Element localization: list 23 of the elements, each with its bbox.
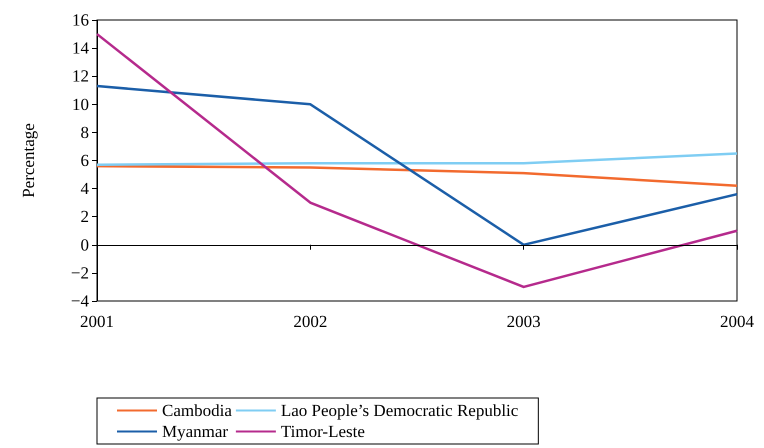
y-tick-label: 14 [72,38,90,58]
y-tick-label: −4 [70,292,90,310]
line-series [96,32,738,288]
y-tick-label: 0 [80,235,89,254]
line-series [96,84,738,246]
legend-label: Cambodia [162,401,232,420]
line-series [96,164,738,188]
y-axis-title: Percentage [19,123,38,198]
y-tick-label: 12 [72,66,89,86]
legend-label: Myanmar [162,422,228,441]
y-tick-label: 8 [80,122,89,142]
y-tick-label: 10 [72,94,89,114]
y-tick-label: 6 [80,151,89,170]
y-tick-label: 16 [72,10,89,30]
x-tick-label: 2003 [506,312,541,331]
y-tick-label: 2 [80,207,89,226]
x-tick-label: 2004 [720,312,754,331]
x-tick-label: 2001 [80,312,114,331]
y-tick-label: −2 [70,263,89,282]
x-tick-label: 2002 [293,312,328,331]
y-tick-label: 4 [80,179,90,198]
legend-label: Lao People’s Democratic Republic [280,401,519,420]
legend-label: Timor-Leste [280,422,365,441]
